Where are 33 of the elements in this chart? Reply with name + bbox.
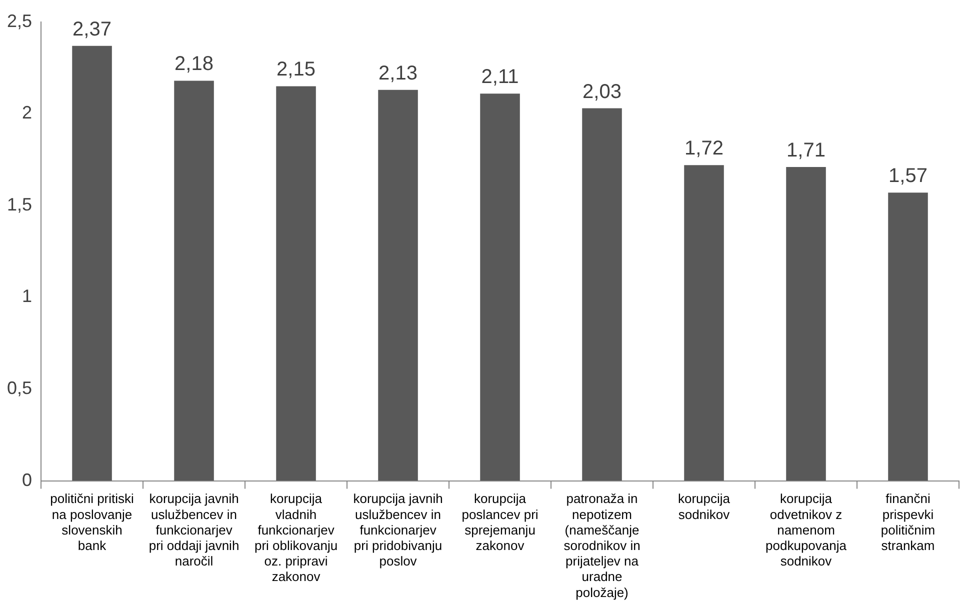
y-tick-label: 1,5 xyxy=(6,194,32,214)
data-label: 1,57 xyxy=(888,165,928,188)
y-tick-label: 2 xyxy=(22,102,32,123)
y-tick-label: 0,5 xyxy=(6,378,32,398)
x-tick-label: politični pritiski na poslovanje slovenskih bank xyxy=(50,491,134,553)
data-label: 2,11 xyxy=(481,66,519,88)
x-tick-label: korupcija poslancev pri sprejemanju zakonov xyxy=(462,491,538,553)
x-tick-label: korupcija javnih uslužbencev in funkcionarjev pri pridobivanju poslov xyxy=(353,491,443,569)
x-tick-label: korupcija sodnikov xyxy=(678,491,731,522)
bar xyxy=(174,80,214,481)
y-tick-label: 2,5 xyxy=(6,10,32,31)
bar xyxy=(72,46,112,481)
data-label: 2,18 xyxy=(174,53,214,76)
data-label: 2,03 xyxy=(582,80,622,103)
data-label: 2,13 xyxy=(378,62,418,84)
bar xyxy=(786,166,826,481)
bar xyxy=(888,192,928,481)
data-label: 2,37 xyxy=(72,18,112,40)
x-tick-label: korupcija odvetnikov z namenom podkupovanja sodnikov xyxy=(766,491,848,569)
y-tick-label: 0 xyxy=(22,470,32,490)
bar xyxy=(582,108,622,481)
x-tick-label: patronaža in nepotizem (nameščanje sorodnikov in prijateljev na uradne položaje) xyxy=(564,491,640,600)
y-tick-label: 1 xyxy=(22,286,32,306)
bar xyxy=(276,86,316,481)
bar xyxy=(684,165,724,481)
data-label: 1,71 xyxy=(786,139,826,162)
bar xyxy=(480,94,520,481)
bar xyxy=(378,90,418,481)
data-label: 1,72 xyxy=(684,138,724,160)
x-tick-label: finančni prispevki političnim strankam xyxy=(880,491,936,553)
data-label: 2,15 xyxy=(276,58,316,81)
x-tick-label: korupcija vladnih funkcionarjev pri oblikovanju oz. pripravi zakonov xyxy=(254,491,338,584)
x-tick-label: korupcija javnih uslužbencev in funkcionarjev pri oddaji javnih naročil xyxy=(148,491,240,569)
